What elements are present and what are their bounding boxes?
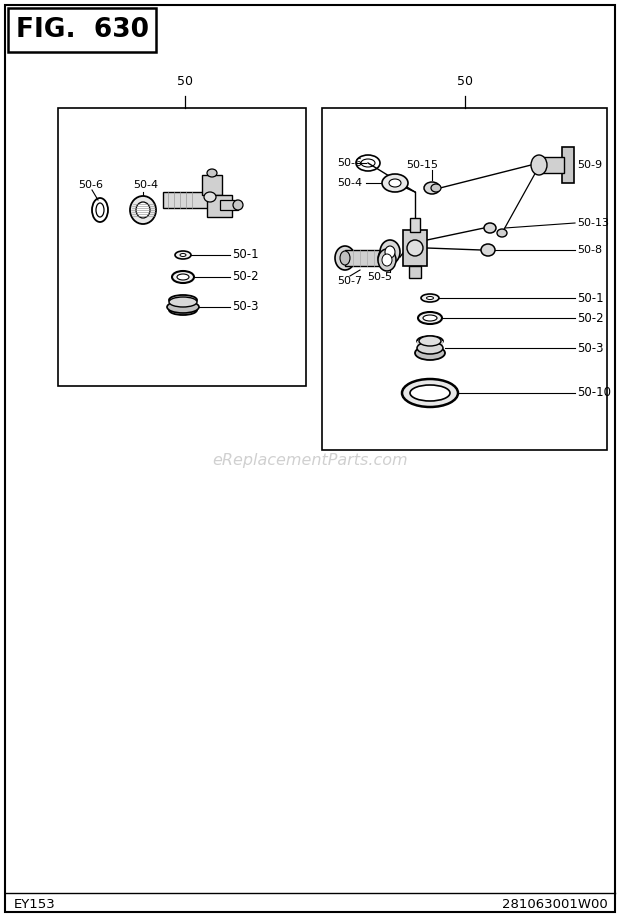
Ellipse shape bbox=[389, 179, 401, 187]
Bar bbox=[409, 266, 421, 278]
Ellipse shape bbox=[385, 246, 395, 258]
Text: 50: 50 bbox=[177, 75, 193, 88]
Text: 50-5: 50-5 bbox=[368, 272, 392, 282]
Ellipse shape bbox=[335, 246, 355, 270]
Ellipse shape bbox=[172, 271, 194, 283]
Ellipse shape bbox=[497, 229, 507, 237]
Bar bbox=[202, 175, 222, 195]
Text: 50-8: 50-8 bbox=[577, 245, 602, 255]
Ellipse shape bbox=[419, 336, 441, 346]
Text: 50-13: 50-13 bbox=[577, 218, 609, 228]
Bar bbox=[345, 250, 385, 266]
Ellipse shape bbox=[418, 312, 442, 324]
Text: 50-4: 50-4 bbox=[337, 178, 362, 188]
Ellipse shape bbox=[169, 305, 197, 315]
Ellipse shape bbox=[417, 336, 443, 346]
Text: 50-3: 50-3 bbox=[577, 341, 603, 355]
Text: 50-3: 50-3 bbox=[232, 301, 259, 314]
Bar bbox=[322, 108, 607, 450]
Ellipse shape bbox=[169, 297, 197, 307]
Bar bbox=[163, 192, 208, 208]
Bar bbox=[562, 147, 574, 183]
Ellipse shape bbox=[431, 184, 441, 192]
Text: 50-1: 50-1 bbox=[577, 292, 604, 304]
Ellipse shape bbox=[423, 315, 437, 321]
Ellipse shape bbox=[424, 182, 440, 194]
Ellipse shape bbox=[382, 174, 408, 192]
Ellipse shape bbox=[380, 240, 400, 264]
Ellipse shape bbox=[207, 169, 217, 177]
Ellipse shape bbox=[233, 200, 243, 210]
Ellipse shape bbox=[421, 294, 439, 302]
Text: 50-10: 50-10 bbox=[577, 386, 611, 400]
Ellipse shape bbox=[204, 192, 216, 202]
Bar bbox=[220, 200, 238, 210]
Text: 50-4: 50-4 bbox=[133, 180, 158, 190]
Text: 50: 50 bbox=[457, 75, 473, 88]
Text: 50-6: 50-6 bbox=[337, 158, 362, 168]
Ellipse shape bbox=[175, 251, 191, 259]
Text: 50-9: 50-9 bbox=[577, 160, 602, 170]
Text: FIG.  630: FIG. 630 bbox=[16, 17, 149, 43]
Text: 50-6: 50-6 bbox=[78, 180, 103, 190]
Text: eReplacementParts.com: eReplacementParts.com bbox=[212, 452, 408, 468]
Ellipse shape bbox=[417, 342, 443, 354]
Ellipse shape bbox=[136, 202, 150, 218]
Ellipse shape bbox=[130, 196, 156, 224]
Text: 50-7: 50-7 bbox=[337, 276, 362, 286]
Ellipse shape bbox=[427, 296, 433, 300]
Ellipse shape bbox=[378, 249, 396, 271]
Text: 50-2: 50-2 bbox=[232, 271, 259, 283]
Ellipse shape bbox=[340, 251, 350, 265]
Text: EY153: EY153 bbox=[14, 899, 56, 911]
Bar bbox=[169, 300, 197, 310]
Ellipse shape bbox=[180, 253, 186, 257]
Bar bbox=[417, 341, 443, 353]
Bar bbox=[207, 195, 232, 217]
Ellipse shape bbox=[378, 249, 392, 267]
Ellipse shape bbox=[382, 254, 392, 266]
Ellipse shape bbox=[177, 274, 189, 280]
Ellipse shape bbox=[407, 240, 423, 256]
Text: 281063001W00: 281063001W00 bbox=[502, 899, 608, 911]
Ellipse shape bbox=[484, 223, 496, 233]
Ellipse shape bbox=[481, 244, 495, 256]
Bar bbox=[410, 218, 420, 232]
Ellipse shape bbox=[402, 379, 458, 407]
Bar bbox=[403, 230, 427, 266]
Bar bbox=[58, 108, 306, 386]
Text: 50-2: 50-2 bbox=[577, 312, 604, 325]
Ellipse shape bbox=[167, 301, 199, 313]
Ellipse shape bbox=[415, 346, 445, 360]
Text: 50-1: 50-1 bbox=[232, 249, 259, 261]
Ellipse shape bbox=[410, 385, 450, 401]
Ellipse shape bbox=[169, 295, 197, 305]
Bar bbox=[8, 8, 156, 52]
Text: 50-15: 50-15 bbox=[406, 160, 438, 170]
Bar bbox=[539, 157, 564, 173]
Ellipse shape bbox=[531, 155, 547, 175]
